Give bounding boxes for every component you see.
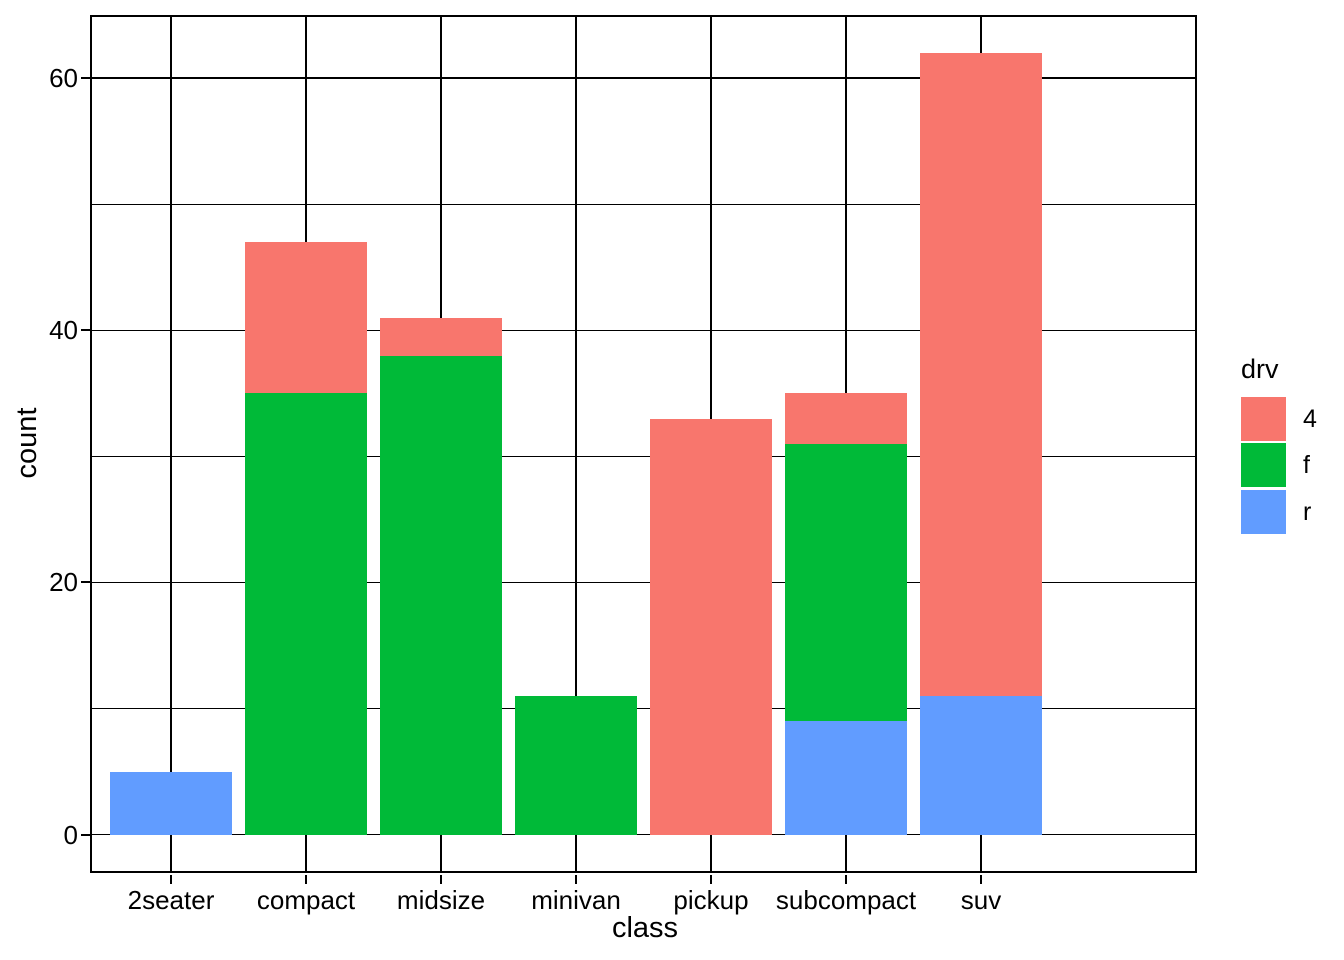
x-tick-label-minivan: minivan	[531, 885, 621, 915]
x-tick-label-2seater: 2seater	[127, 885, 215, 915]
h-gridline	[92, 581, 1195, 584]
bar-segment-pickup-4	[650, 418, 772, 835]
y-tick-label: 40	[49, 315, 78, 346]
y-tick-label: 0	[63, 819, 78, 850]
x-tick-label-pickup: pickup	[673, 885, 749, 915]
legend-key-f	[1241, 443, 1286, 488]
y-axis-title: count	[11, 407, 43, 479]
x-axis-tick	[980, 875, 982, 884]
legend-label-r: r	[1303, 497, 1312, 526]
legend-title: drv	[1241, 354, 1279, 384]
y-tick-label: 60	[49, 63, 78, 94]
y-axis-tick	[81, 833, 90, 836]
x-axis-tick	[710, 875, 712, 884]
bar-segment-subcompact-f	[785, 443, 907, 722]
x-tick-label-suv: suv	[960, 885, 1002, 915]
x-axis-tick	[575, 875, 577, 884]
h-gridline	[92, 455, 1195, 458]
bar-segment-subcompact-r	[785, 721, 907, 835]
legend-key-4	[1241, 397, 1286, 441]
bar-segment-suv-4	[920, 52, 1042, 696]
bar-segment-compact-f	[245, 393, 367, 835]
bar-segment-midsize-4	[380, 317, 502, 356]
bar-segment-2seater-r	[110, 771, 232, 835]
bar-segment-midsize-f	[380, 355, 502, 835]
h-gridline	[92, 833, 1195, 836]
x-axis-tick	[845, 875, 847, 884]
plot-panel	[90, 15, 1197, 873]
bar-segment-compact-4	[245, 242, 367, 394]
y-axis-tick	[81, 581, 90, 584]
x-tick-label-midsize: midsize	[396, 885, 486, 915]
bar-segment-subcompact-4	[785, 393, 907, 444]
x-axis-tick	[305, 875, 307, 884]
y-axis-tick	[81, 329, 90, 332]
x-axis-tick	[440, 875, 442, 884]
v-gridline	[170, 17, 172, 871]
x-tick-label-subcompact: subcompact	[775, 885, 917, 915]
y-axis-tick	[81, 77, 90, 80]
legend-key-r	[1241, 489, 1286, 534]
x-tick-label-compact: compact	[256, 885, 356, 915]
legend-label-4: 4	[1303, 405, 1317, 433]
h-gridline	[92, 77, 1195, 79]
h-gridline	[92, 203, 1195, 205]
x-axis-title: class	[611, 912, 679, 944]
bar-segment-minivan-f	[515, 695, 637, 835]
v-gridline	[575, 17, 577, 871]
y-tick-label: 20	[49, 567, 78, 598]
x-axis-tick	[170, 875, 172, 884]
h-gridline	[92, 707, 1195, 710]
bar-segment-suv-r	[920, 695, 1042, 835]
legend-label-f: f	[1303, 451, 1310, 480]
h-gridline	[92, 329, 1195, 332]
